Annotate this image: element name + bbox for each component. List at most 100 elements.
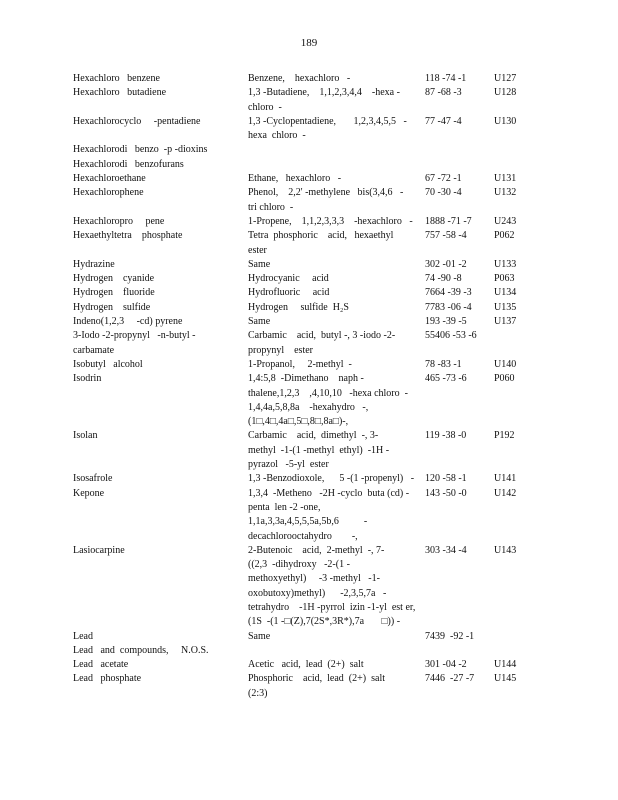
synonym: Tetra phosphoric acid, hexaethyl ester bbox=[248, 229, 425, 258]
cas-number: 118 -74 -1 bbox=[425, 73, 467, 84]
substance-name: Lead and compounds, N.O.S. bbox=[73, 644, 248, 658]
synonym-line: oxobutoxy)methyl) -2,3,5,7a - bbox=[248, 587, 387, 599]
synonym-line: Hydrocyanic acid bbox=[248, 273, 329, 285]
synonym-line: Hydrofluoric acid bbox=[248, 287, 330, 299]
synonym: Carbamic acid, dimethyl -, 3- methyl -1-(… bbox=[248, 429, 425, 472]
waste-code: U140 bbox=[494, 358, 517, 370]
waste-code: U128 bbox=[494, 87, 517, 99]
table-row: Hexachloropro pene 1-Propene, 1,1,2,3,3,3… bbox=[73, 215, 553, 229]
synonym-line: chloro - bbox=[248, 101, 282, 113]
substance-name: Hydrogen sulfide bbox=[73, 301, 248, 315]
substance-name-line: Lead acetate bbox=[73, 659, 129, 671]
cas-number: 301 -04 -2 bbox=[425, 659, 467, 671]
substance-name: Hexachlorophene bbox=[73, 186, 248, 215]
table-row: Hexachlorocyclo -pentadiene 1,3 -Cyclopen… bbox=[73, 115, 553, 144]
table-row: Lasiocarpine 2-Butenoic acid, 2-methyl -,… bbox=[73, 544, 553, 630]
cas-number: 119 -38 -0 bbox=[425, 430, 467, 442]
substance-name: Hexachloroethane bbox=[73, 172, 248, 186]
synonym-line: 1,3 -Cyclopentadiene, 1,2,3,4,5,5 - bbox=[248, 115, 407, 127]
synonym-line: tetrahydro -1H -pyrrol izin -1-yl est er… bbox=[248, 601, 416, 613]
synonym-line: Same bbox=[248, 316, 271, 328]
waste-code: U132 bbox=[494, 187, 517, 199]
cas-number: 78 -83 -1 bbox=[425, 358, 462, 370]
synonym-line bbox=[248, 644, 425, 658]
substance-name: Lasiocarpine bbox=[73, 544, 248, 630]
synonym: Phosphoric acid, lead (2+) salt (2:3) bbox=[248, 672, 425, 701]
substance-name-line: Hexachloro benzene bbox=[73, 73, 160, 84]
substance-name: Hexachloro benzene bbox=[73, 72, 248, 86]
synonym: 1,3 -Butadiene, 1,1,2,3,4,4 -hexa - chlor… bbox=[248, 86, 425, 115]
synonym: Hydrogen sulfide H₂S bbox=[248, 301, 425, 315]
synonym-line: tri chloro - bbox=[248, 201, 294, 213]
substance-name-line: Isosafrole bbox=[73, 473, 113, 485]
synonym-line: decachlorooctahydro -, bbox=[248, 530, 358, 542]
table-row: Isolan Carbamic acid, dimethyl -, 3- methy… bbox=[73, 429, 553, 472]
cas-number: 7664 -39 -3 bbox=[425, 287, 472, 299]
table-row: Hydrogen cyanide Hydrocyanic acid 74 -90 -… bbox=[73, 272, 553, 286]
waste-code: U133 bbox=[494, 258, 517, 270]
substance-name: Hexachlorocyclo -pentadiene bbox=[73, 115, 248, 144]
synonym-line: pyrazol -5-yl ester bbox=[248, 459, 329, 471]
table-row: Kepone 1,3,4 -Metheno -2H -cyclo buta (cd… bbox=[73, 487, 553, 544]
cas-number: 193 -39 -5 bbox=[425, 316, 467, 328]
synonym-line: Carbamic acid, dimethyl -, 3- bbox=[248, 430, 379, 442]
cas-number: 757 -58 -4 bbox=[425, 230, 467, 242]
substance-name: Hydrogen fluoride bbox=[73, 286, 248, 300]
synonym: Hydrofluoric acid bbox=[248, 286, 425, 300]
cas-number: 70 -30 -4 bbox=[425, 187, 462, 199]
synonym-line: 1,3 -Benzodioxole, 5 -(1 -propenyl) - bbox=[248, 473, 415, 485]
synonym: Phenol, 2,2' -methylene bis(3,4,6 - tri c… bbox=[248, 186, 425, 215]
synonym: Same bbox=[248, 630, 425, 644]
waste-code: U134 bbox=[494, 287, 517, 299]
synonym-line: Tetra phosphoric acid, hexaethyl bbox=[248, 230, 394, 242]
synonym bbox=[248, 158, 425, 172]
synonym-line: ester bbox=[248, 244, 267, 256]
synonym bbox=[248, 644, 425, 658]
substance-name: Hexaethyltetra phosphate bbox=[73, 229, 248, 258]
synonym: 1,3 -Cyclopentadiene, 1,2,3,4,5,5 - hexa … bbox=[248, 115, 425, 144]
synonym-line: Same bbox=[248, 630, 271, 642]
waste-code bbox=[494, 644, 544, 658]
cas-number: 87 -68 -3 bbox=[425, 87, 462, 99]
substance-name: Hydrogen cyanide bbox=[73, 272, 248, 286]
waste-code: U145 bbox=[494, 673, 517, 685]
synonym-line: propynyl ester bbox=[248, 344, 313, 356]
waste-code: U131 bbox=[494, 173, 517, 185]
cas-number: 1888 -71 -7 bbox=[425, 215, 472, 227]
substance-name-line: Hexachloroethane bbox=[73, 173, 146, 185]
cas-number bbox=[425, 644, 494, 658]
synonym: 1,3,4 -Metheno -2H -cyclo buta (cd) - pen… bbox=[248, 487, 425, 544]
synonym bbox=[248, 143, 425, 157]
synonym-line: Phenol, 2,2' -methylene bis(3,4,6 - bbox=[248, 187, 404, 199]
substance-name-line: Isodrin bbox=[73, 373, 102, 385]
substance-name: Isolan bbox=[73, 429, 248, 472]
substance-name-line: Hexachloro butadiene bbox=[73, 87, 167, 99]
synonym-line bbox=[248, 143, 425, 157]
synonym-line: 1,3 -Butadiene, 1,1,2,3,4,4 -hexa - bbox=[248, 87, 400, 99]
synonym-line: Acetic acid, lead (2+) salt bbox=[248, 659, 364, 671]
substance-name: Lead bbox=[73, 630, 248, 644]
waste-code bbox=[494, 143, 544, 157]
substance-name: Kepone bbox=[73, 487, 248, 544]
waste-code bbox=[494, 329, 544, 358]
substance-name-line: Hydrogen sulfide bbox=[73, 301, 151, 313]
substance-name-line: 3-Iodo -2-propynyl -n-butyl - bbox=[73, 330, 196, 342]
waste-code: P062 bbox=[494, 230, 515, 242]
waste-code: U127 bbox=[494, 73, 517, 84]
cas-number: 120 -58 -1 bbox=[425, 473, 467, 485]
cas-number: 67 -72 -1 bbox=[425, 173, 462, 185]
table-row: Lead acetate Acetic acid, lead (2+) salt 3… bbox=[73, 658, 553, 672]
synonym-line: methoxyethyl) -3 -methyl -1- bbox=[248, 573, 380, 585]
cas-number: 7446 -27 -7 bbox=[425, 673, 475, 685]
substance-name-line: Hexachlorodi benzofurans bbox=[73, 158, 184, 170]
synonym-line: 1-Propanol, 2-methyl - bbox=[248, 358, 352, 370]
waste-code: P063 bbox=[494, 273, 515, 285]
synonym-line: methyl -1-(1 -methyl ethyl) -1H - bbox=[248, 444, 390, 456]
waste-code bbox=[494, 158, 544, 172]
synonym-line: 1,3,4 -Metheno -2H -cyclo buta (cd) - bbox=[248, 487, 410, 499]
substance-name: Isobutyl alcohol bbox=[73, 358, 248, 372]
cas-number: 7783 -06 -4 bbox=[425, 301, 472, 313]
table-row: Lead Same 7439 -92 -1 bbox=[73, 630, 553, 644]
synonym-line: Benzene, hexachloro - bbox=[248, 73, 351, 84]
synonym-line: (1S -(1 -□(Z),7(2S*,3R*),7a □)) - bbox=[248, 616, 401, 628]
